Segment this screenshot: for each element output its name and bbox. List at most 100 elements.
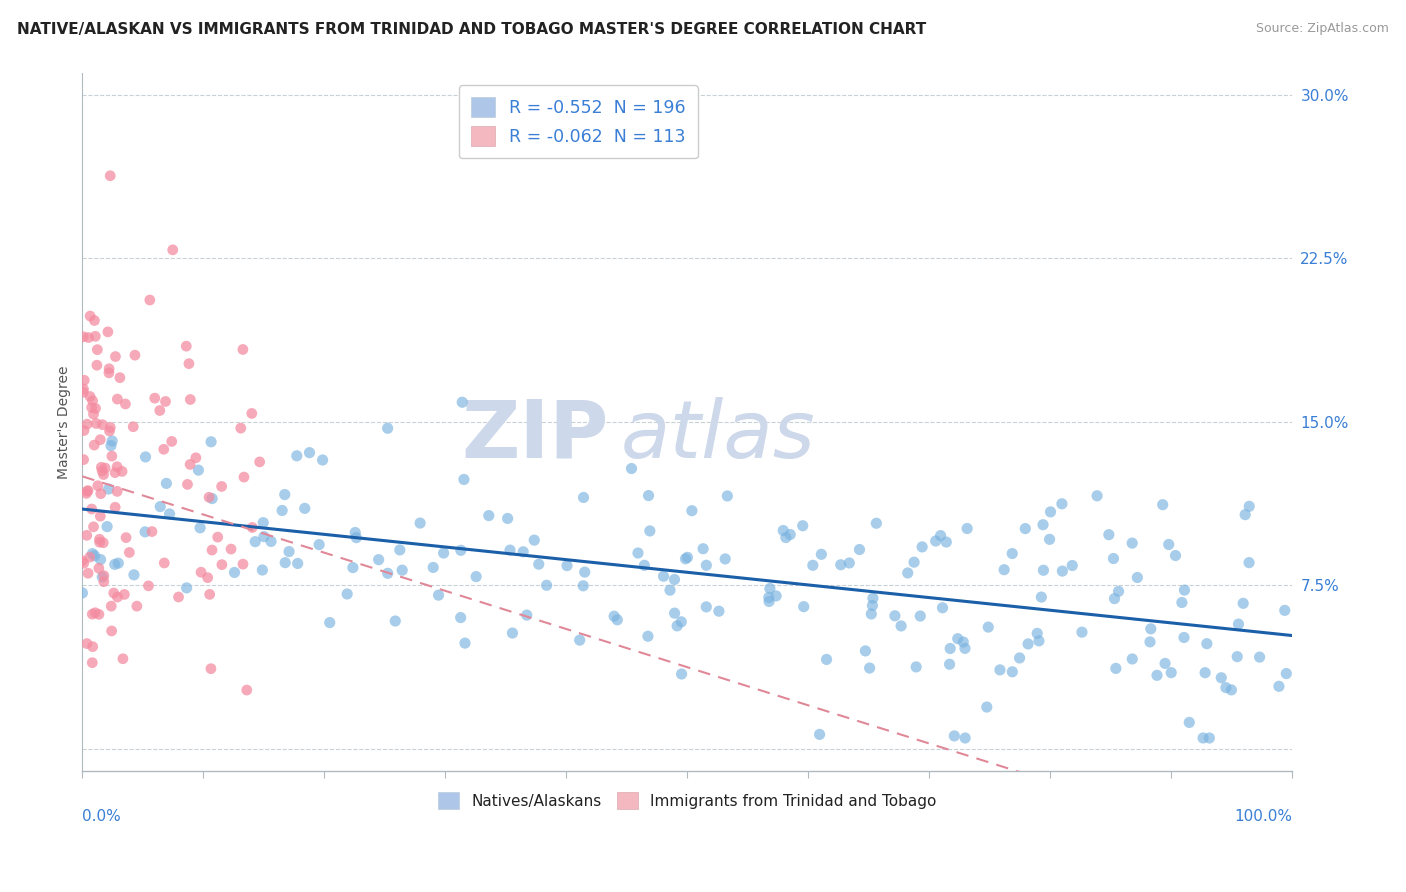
Point <box>367 552 389 566</box>
Point <box>89 533 111 547</box>
Point <box>627 546 650 560</box>
Point <box>80 401 103 415</box>
Point <box>496 511 519 525</box>
Point <box>1121 536 1143 550</box>
Point <box>451 395 474 409</box>
Point <box>935 535 957 549</box>
Point <box>758 591 780 605</box>
Point <box>201 491 224 506</box>
Point <box>83 438 105 452</box>
Point <box>931 600 953 615</box>
Point <box>153 556 176 570</box>
Point <box>862 591 884 606</box>
Point <box>758 594 780 608</box>
Point <box>287 557 309 571</box>
Point <box>311 453 333 467</box>
Point <box>98 420 121 434</box>
Point <box>104 350 127 364</box>
Point <box>188 521 211 535</box>
Point <box>294 501 316 516</box>
Point <box>572 491 595 505</box>
Point <box>527 558 550 572</box>
Point <box>675 551 697 566</box>
Point <box>633 558 655 573</box>
Point <box>83 407 105 421</box>
Point <box>298 445 321 459</box>
Point <box>977 620 1000 634</box>
Point <box>232 557 254 571</box>
Point <box>1249 650 1271 665</box>
Point <box>198 490 221 504</box>
Point <box>1160 665 1182 680</box>
Point <box>862 599 884 613</box>
Point <box>911 540 934 554</box>
Point <box>956 522 979 536</box>
Point <box>84 417 107 431</box>
Point <box>184 450 207 465</box>
Point <box>1237 556 1260 570</box>
Point <box>124 348 146 362</box>
Point <box>450 543 472 558</box>
Point <box>155 394 177 409</box>
Point <box>536 578 558 592</box>
Point <box>134 524 156 539</box>
Point <box>759 582 782 596</box>
Point <box>1052 564 1074 578</box>
Point <box>72 382 94 396</box>
Point <box>83 520 105 534</box>
Point <box>72 330 94 344</box>
Point <box>422 560 444 574</box>
Point <box>200 662 222 676</box>
Point <box>793 599 815 614</box>
Point <box>855 644 877 658</box>
Point <box>427 588 450 602</box>
Point <box>101 449 124 463</box>
Point <box>993 563 1015 577</box>
Point <box>603 609 626 624</box>
Point <box>115 531 138 545</box>
Point <box>1227 617 1250 632</box>
Point <box>808 727 831 741</box>
Point <box>952 635 974 649</box>
Point <box>695 599 717 614</box>
Point <box>1050 497 1073 511</box>
Point <box>391 563 413 577</box>
Point <box>1178 715 1201 730</box>
Point <box>910 609 932 624</box>
Point <box>167 590 190 604</box>
Point <box>98 424 121 438</box>
Point <box>1171 595 1194 609</box>
Point <box>1146 668 1168 682</box>
Point <box>271 503 294 517</box>
Point <box>73 373 96 387</box>
Point <box>336 587 359 601</box>
Point <box>1232 596 1254 610</box>
Point <box>197 571 219 585</box>
Point <box>568 633 591 648</box>
Point <box>501 626 523 640</box>
Point <box>190 566 212 580</box>
Point <box>572 579 595 593</box>
Point <box>198 587 221 601</box>
Point <box>86 358 108 372</box>
Point <box>260 534 283 549</box>
Point <box>1039 505 1062 519</box>
Text: Source: ZipAtlas.com: Source: ZipAtlas.com <box>1256 22 1389 36</box>
Point <box>87 561 110 575</box>
Point <box>104 558 127 572</box>
Point <box>574 565 596 579</box>
Point <box>465 569 488 583</box>
Point <box>229 421 252 435</box>
Point <box>1071 625 1094 640</box>
Point <box>1173 583 1195 598</box>
Point <box>848 542 870 557</box>
Point <box>274 556 297 570</box>
Point <box>80 502 103 516</box>
Point <box>211 558 233 572</box>
Point <box>90 486 112 500</box>
Point <box>108 370 131 384</box>
Point <box>240 406 263 420</box>
Point <box>1157 537 1180 551</box>
Point <box>903 555 925 569</box>
Point <box>159 507 181 521</box>
